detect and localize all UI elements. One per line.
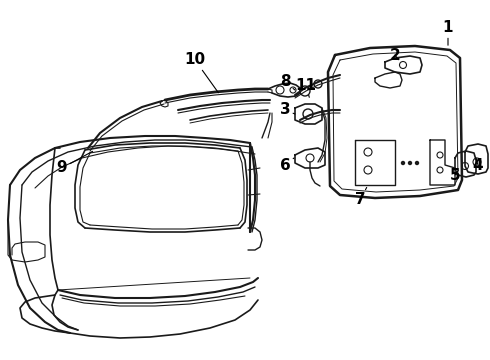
Circle shape xyxy=(409,162,412,165)
Text: 2: 2 xyxy=(390,48,400,63)
Text: 6: 6 xyxy=(280,158,294,172)
Text: 9: 9 xyxy=(57,151,93,175)
Text: 7: 7 xyxy=(355,188,367,207)
Text: 10: 10 xyxy=(184,53,219,93)
Text: 4: 4 xyxy=(473,158,483,172)
Text: 8: 8 xyxy=(280,75,295,90)
Text: 3: 3 xyxy=(280,103,295,117)
Text: 1: 1 xyxy=(443,21,453,45)
Text: 11: 11 xyxy=(295,77,317,97)
Text: 5: 5 xyxy=(450,167,460,183)
Circle shape xyxy=(416,162,418,165)
Circle shape xyxy=(401,162,405,165)
